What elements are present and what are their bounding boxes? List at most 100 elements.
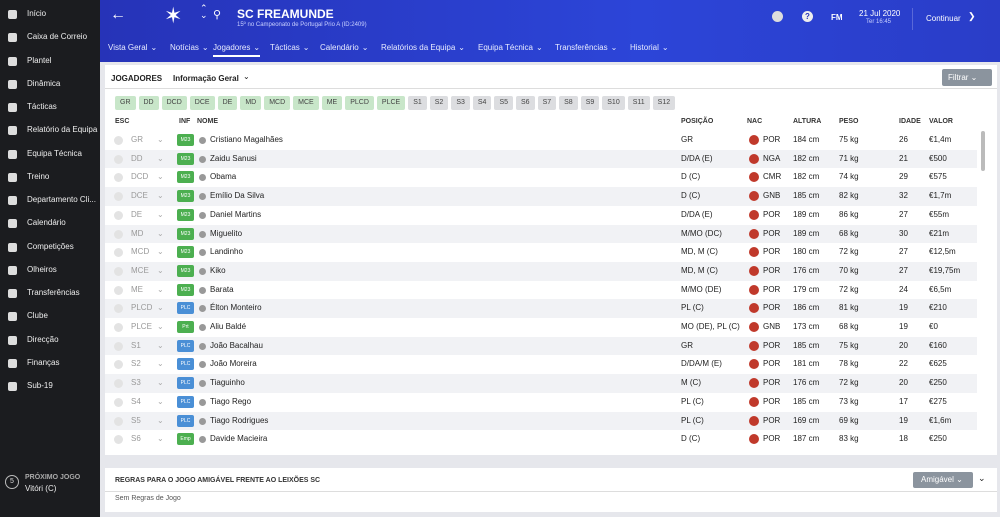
info-icon[interactable] bbox=[199, 230, 206, 238]
player-row[interactable]: S6 ⌄ Emp Davide Macieira D (C) POR 187 cm 83 kg… bbox=[105, 430, 977, 449]
info-icon[interactable] bbox=[199, 305, 206, 313]
role-arrow[interactable]: ⌄ bbox=[157, 135, 164, 144]
position-chip[interactable]: S4 bbox=[472, 96, 492, 110]
continue-button[interactable]: Continuar bbox=[926, 14, 961, 23]
player-name[interactable]: Tiaguinho bbox=[210, 378, 245, 388]
info-icon[interactable] bbox=[199, 137, 206, 144]
player-row[interactable]: GR ⌄ M23 Cristiano Magalhães GR POR 184 cm 75 k… bbox=[105, 131, 977, 150]
position-chip[interactable]: S6 bbox=[516, 96, 535, 110]
column-header[interactable]: PESO bbox=[839, 118, 859, 125]
select-circle[interactable] bbox=[114, 154, 123, 164]
player-name[interactable]: João Moreira bbox=[210, 359, 257, 369]
sidebar-item[interactable]: Tácticas bbox=[0, 97, 100, 117]
role[interactable]: MCE bbox=[131, 265, 149, 275]
player-row[interactable]: DD ⌄ M23 Zaidu Sanusi D/DA (E) NGA 182 cm 71 kg… bbox=[105, 149, 977, 169]
collapse-arrow[interactable]: ⌄ bbox=[978, 473, 986, 483]
sidebar-item[interactable]: Clube bbox=[0, 306, 100, 326]
position-chip[interactable]: S7 bbox=[537, 96, 557, 110]
role[interactable]: GR bbox=[131, 135, 143, 144]
select-circle[interactable] bbox=[114, 173, 123, 183]
player-row[interactable]: DCD ⌄ M23 Obama D (C) CMR 182 cm 74 kg 29 €575 bbox=[105, 168, 977, 187]
next-match-opponent[interactable]: Vitóri (C) bbox=[25, 484, 57, 493]
player-name[interactable]: João Bacalhau bbox=[210, 340, 263, 350]
select-circle[interactable] bbox=[114, 416, 123, 426]
select-circle[interactable] bbox=[114, 323, 123, 332]
player-name[interactable]: Obama bbox=[210, 172, 237, 182]
info-icon[interactable] bbox=[199, 267, 206, 275]
nav-tab[interactable]: Jogadores bbox=[213, 43, 261, 57]
player-name[interactable]: Cristiano Magalhães bbox=[210, 135, 283, 144]
sidebar-item[interactable]: Plantel bbox=[0, 51, 100, 71]
position-chip[interactable]: GR bbox=[115, 96, 136, 110]
help-icon[interactable]: ? bbox=[802, 11, 813, 22]
player-name[interactable]: Daniel Martins bbox=[210, 209, 262, 219]
sidebar-item[interactable]: Olheiros bbox=[0, 260, 100, 280]
info-icon[interactable] bbox=[199, 249, 206, 257]
position-chip[interactable]: DCE bbox=[189, 96, 215, 110]
player-row[interactable]: DE ⌄ M23 Daniel Martins D/DA (E) POR 189 cm 86 … bbox=[105, 206, 977, 225]
nav-tab[interactable]: Historial bbox=[630, 43, 669, 57]
column-header[interactable]: ESC bbox=[115, 118, 130, 125]
nav-tab[interactable]: Notícias bbox=[170, 43, 209, 57]
select-circle[interactable] bbox=[114, 210, 123, 220]
column-header[interactable]: INF bbox=[179, 118, 191, 125]
player-row[interactable]: DCE ⌄ M23 Emílio Da Silva D (C) GNB 185 cm 82 k… bbox=[105, 187, 977, 206]
nav-tab[interactable]: Tácticas bbox=[270, 43, 310, 57]
role-arrow[interactable]: ⌄ bbox=[157, 378, 164, 388]
info-icon[interactable] bbox=[199, 380, 206, 388]
role-arrow[interactable]: ⌄ bbox=[157, 415, 164, 425]
sidebar-item[interactable]: Direcção bbox=[0, 330, 100, 350]
player-row[interactable]: MCD ⌄ M23 Landinho MD, M (C) POR 180 cm 72 kg 27… bbox=[105, 243, 977, 262]
sidebar-item[interactable]: Competições bbox=[0, 237, 100, 257]
role-arrow[interactable]: ⌄ bbox=[157, 434, 164, 444]
sidebar-item[interactable]: Transferências bbox=[0, 283, 100, 303]
sidebar-item[interactable]: Início bbox=[0, 4, 100, 24]
player-name[interactable]: Davide Macieira bbox=[210, 434, 268, 444]
select-circle[interactable] bbox=[114, 285, 123, 295]
role[interactable]: DCD bbox=[131, 172, 149, 182]
position-chip[interactable]: MD bbox=[240, 96, 262, 110]
role-arrow[interactable]: ⌄ bbox=[157, 228, 164, 238]
player-row[interactable]: ME ⌄ M23 Barata M/MO (DE) POR 179 cm 72 kg 24 €6,… bbox=[105, 281, 977, 300]
position-chip[interactable]: S9 bbox=[580, 96, 600, 110]
continue-arrow[interactable]: ❯ bbox=[968, 11, 976, 21]
select-circle[interactable] bbox=[114, 360, 123, 370]
filter-button[interactable]: Filtrar ⌄ bbox=[942, 69, 992, 86]
info-icon[interactable] bbox=[199, 342, 206, 350]
role-arrow[interactable]: ⌄ bbox=[157, 396, 164, 406]
select-circle[interactable] bbox=[114, 266, 123, 276]
nav-tab[interactable]: Equipa Técnica bbox=[478, 43, 543, 57]
info-icon[interactable] bbox=[199, 417, 206, 425]
role[interactable]: S1 bbox=[131, 340, 141, 350]
position-chip[interactable]: S8 bbox=[559, 96, 578, 110]
select-circle[interactable] bbox=[114, 136, 123, 145]
player-name[interactable]: Barata bbox=[210, 284, 234, 294]
info-icon[interactable] bbox=[199, 436, 206, 444]
role[interactable]: MCD bbox=[131, 247, 150, 257]
role[interactable]: S3 bbox=[131, 378, 141, 388]
position-chip[interactable]: S3 bbox=[451, 96, 470, 110]
select-circle[interactable] bbox=[114, 248, 123, 258]
position-chip[interactable]: DCD bbox=[161, 96, 187, 110]
player-row[interactable]: S5 ⌄ PLC Tiago Rodrigues PL (C) POR 169 cm 69 k… bbox=[105, 411, 977, 431]
player-name[interactable]: Tiago Rego bbox=[210, 396, 252, 406]
player-row[interactable]: PLCE ⌄ Prt Aliu Baldé MO (DE), PL (C) GNB 173 … bbox=[105, 318, 977, 337]
role[interactable]: DD bbox=[131, 153, 143, 163]
role-arrow[interactable]: ⌄ bbox=[157, 209, 164, 219]
role[interactable]: ME bbox=[131, 284, 143, 294]
info-icon[interactable] bbox=[199, 324, 206, 331]
select-circle[interactable] bbox=[114, 341, 123, 351]
player-row[interactable]: PLCD ⌄ PLC Élton Monteiro PL (C) POR 186 cm 81 … bbox=[105, 299, 977, 318]
role-arrow[interactable]: ⌄ bbox=[157, 191, 164, 201]
info-icon[interactable] bbox=[199, 398, 206, 406]
role-arrow[interactable]: ⌄ bbox=[157, 153, 164, 163]
player-row[interactable]: S1 ⌄ PLC João Bacalhau GR POR 185 cm 75 kg 20 €16… bbox=[105, 336, 977, 356]
info-icon[interactable] bbox=[199, 193, 206, 201]
player-name[interactable]: Aliu Baldé bbox=[210, 322, 247, 331]
world-icon[interactable] bbox=[772, 11, 783, 22]
role[interactable]: MD bbox=[131, 228, 144, 238]
column-header[interactable]: NAC bbox=[747, 118, 763, 125]
role[interactable]: S4 bbox=[131, 396, 141, 406]
column-header[interactable]: VALOR bbox=[929, 118, 953, 125]
position-chip[interactable]: S2 bbox=[429, 96, 449, 110]
